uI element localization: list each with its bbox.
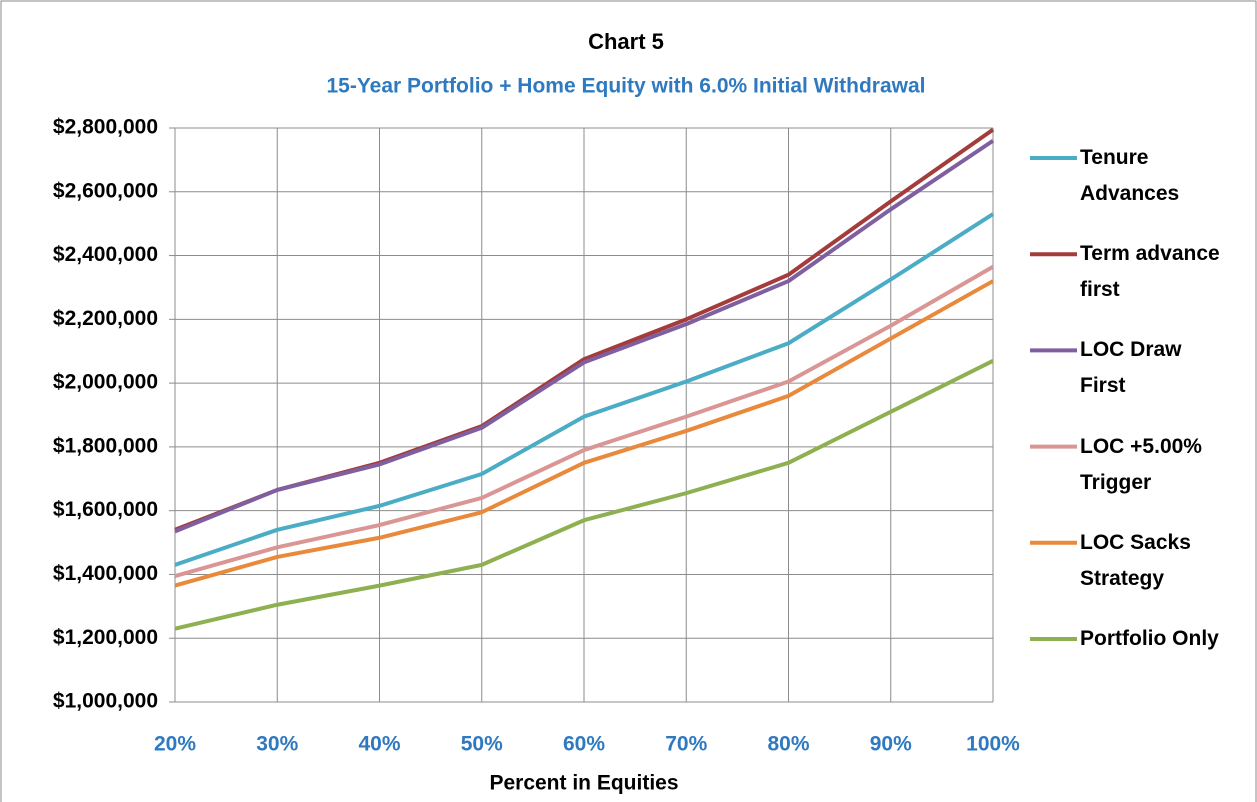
series-line [174, 139, 995, 534]
x-tick-label: 90% [870, 733, 912, 756]
chart-title: Chart 5 [588, 29, 664, 54]
x-tick-label: 100% [966, 733, 1020, 756]
x-tick-label: 60% [563, 733, 605, 756]
series-line [174, 212, 995, 567]
y-tick-label: $2,200,000 [53, 307, 158, 330]
y-tick-label: $2,800,000 [53, 116, 158, 139]
legend-label: Tenure Advances [1080, 146, 1180, 205]
legend-label: Portfolio Only [1080, 627, 1219, 650]
x-tick-label: 80% [767, 733, 809, 756]
series-line [174, 264, 994, 578]
chart-subtitle: 15-Year Portfolio + Home Equity with 6.0… [326, 75, 925, 98]
series-line [174, 279, 994, 588]
y-tick-label: $1,600,000 [53, 498, 158, 521]
y-tick-label: $1,200,000 [53, 626, 158, 649]
series-line [174, 358, 994, 631]
x-tick-label: 20% [154, 733, 196, 756]
x-tick-label: 40% [358, 733, 400, 756]
x-tick-label: 30% [256, 733, 298, 756]
x-tick-label: 50% [461, 733, 503, 756]
y-tick-label: $2,400,000 [53, 243, 158, 266]
x-axis-label: Percent in Equities [489, 772, 678, 795]
legend-label: Term advance first [1080, 242, 1220, 302]
y-tick-label: $1,800,000 [53, 434, 158, 457]
legend-label: LOC +5.00% Trigger [1080, 434, 1202, 494]
y-tick-label: $2,600,000 [53, 179, 158, 202]
legend-label: LOC Draw First [1080, 338, 1182, 398]
y-tick-label: $2,000,000 [53, 371, 158, 394]
y-tick-label: $1,400,000 [53, 562, 158, 585]
legend-label: LOC Sacks Strategy [1080, 530, 1191, 590]
x-tick-label: 70% [665, 733, 707, 756]
y-tick-label: $1,000,000 [53, 690, 158, 713]
